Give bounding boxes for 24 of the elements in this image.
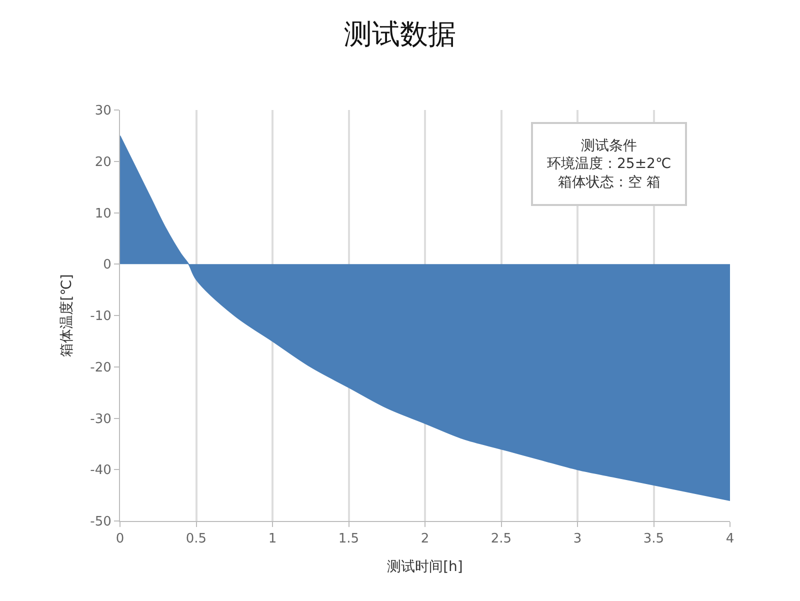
x-tick-label: 1.5 [338, 532, 360, 547]
y-tick-label: -50 [90, 514, 112, 530]
annotation: 环境温度：25±2℃ [547, 156, 672, 172]
x-tick-label: 1 [268, 532, 277, 547]
y-tick-label: 30 [94, 104, 112, 119]
chart-title: 测试数据 [344, 18, 456, 51]
y-tick-label: -40 [90, 463, 112, 478]
annotation: 测试条件 [581, 138, 638, 154]
x-tick-label: 2.5 [490, 532, 512, 547]
x-tick-label: 4 [726, 532, 734, 547]
annotation: 箱体状态：空 箱 [558, 174, 660, 190]
y-tick-label: -20 [90, 360, 112, 376]
y-tick-label: 0 [103, 258, 112, 273]
y-axis-title: 箱体温度[℃] [58, 274, 75, 357]
x-tick-label: 3 [573, 532, 582, 547]
y-tick-label: -10 [90, 309, 112, 324]
x-tick-label: 0 [116, 532, 124, 547]
x-axis-title: 测试时间[h] [387, 558, 463, 575]
x-tick-label: 3.5 [643, 532, 664, 547]
y-tick-label: 10 [94, 206, 112, 222]
y-tick-label: -30 [90, 412, 112, 427]
x-tick-label: 2 [420, 532, 430, 547]
y-tick-label: 20 [94, 154, 112, 170]
x-tick-label: 0.5 [186, 532, 207, 547]
